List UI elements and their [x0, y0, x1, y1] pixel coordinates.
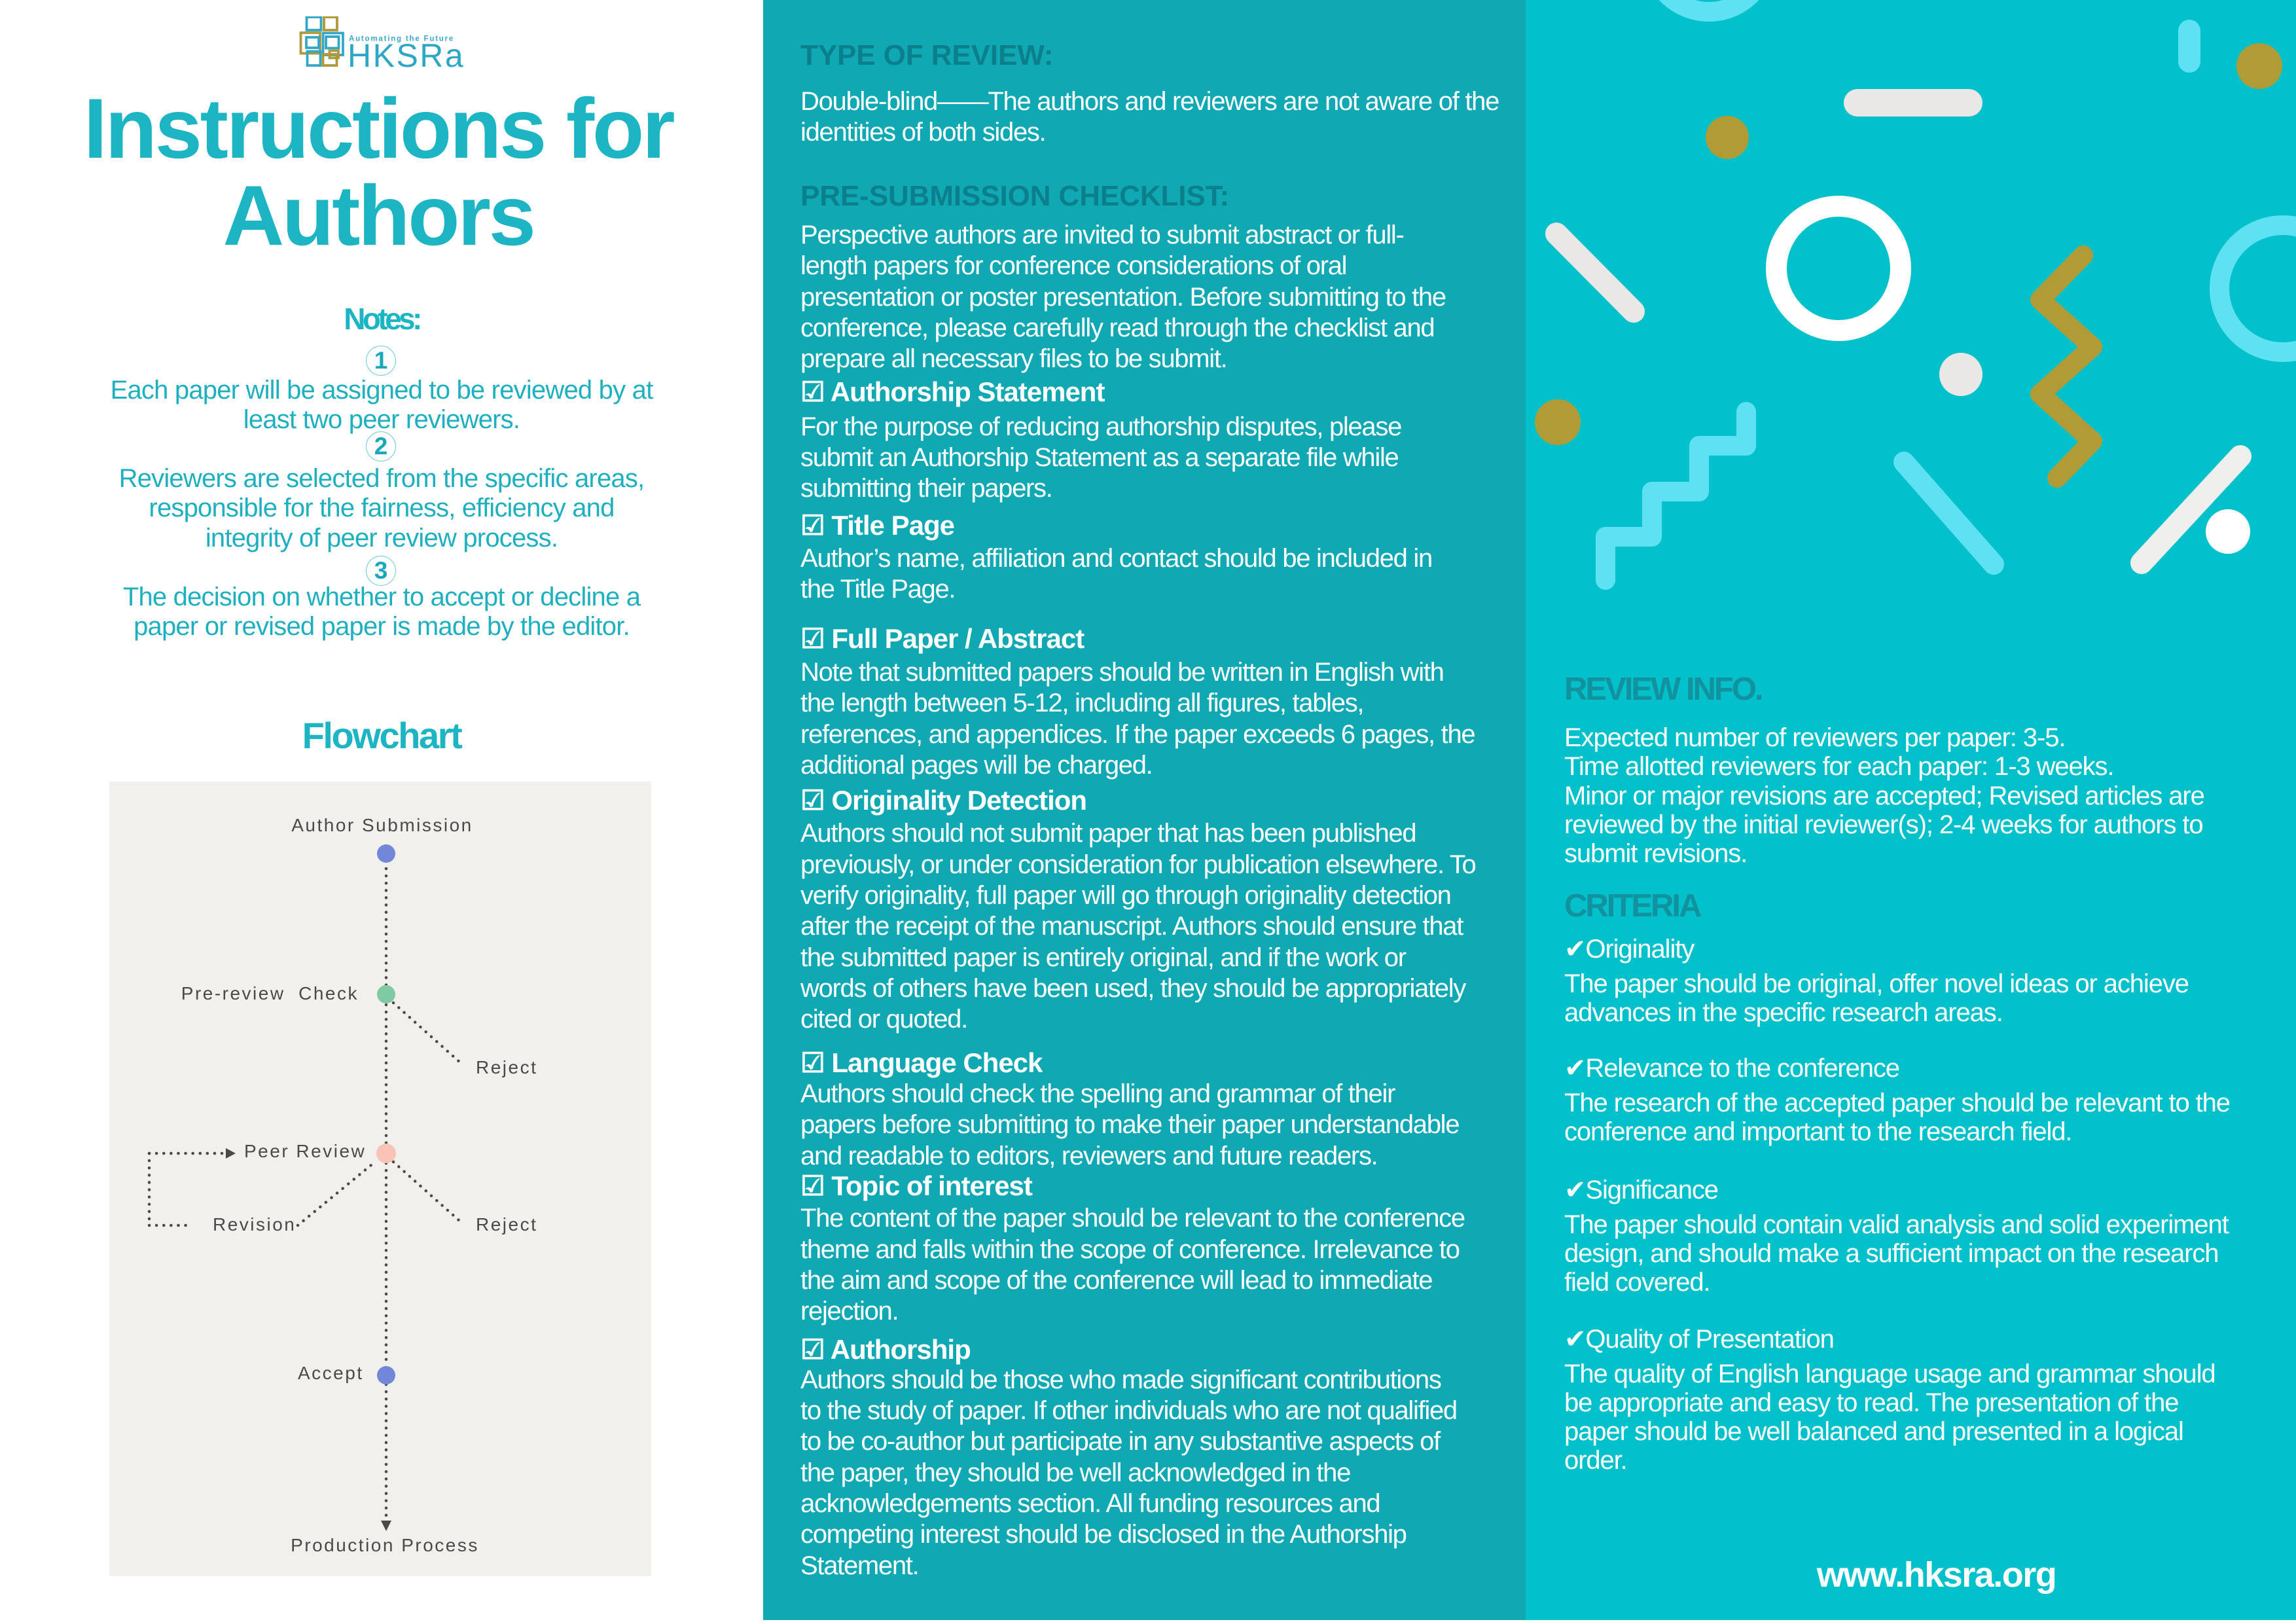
svg-text:Pre-review Check: Pre-review Check — [181, 983, 359, 1003]
svg-text:Author Submission: Author Submission — [291, 815, 473, 835]
svg-text:Revision: Revision — [213, 1214, 296, 1235]
svg-text:Reject: Reject — [476, 1057, 537, 1077]
svg-text:Peer Review: Peer Review — [244, 1141, 366, 1161]
svg-text:Reject: Reject — [476, 1214, 537, 1235]
svg-text:Accept: Accept — [298, 1363, 364, 1383]
svg-text:Production Process: Production Process — [291, 1535, 479, 1555]
svg-text:Automating the Future: Automating the Future — [349, 35, 454, 43]
svg-text:HKSRa: HKSRa — [348, 37, 465, 69]
